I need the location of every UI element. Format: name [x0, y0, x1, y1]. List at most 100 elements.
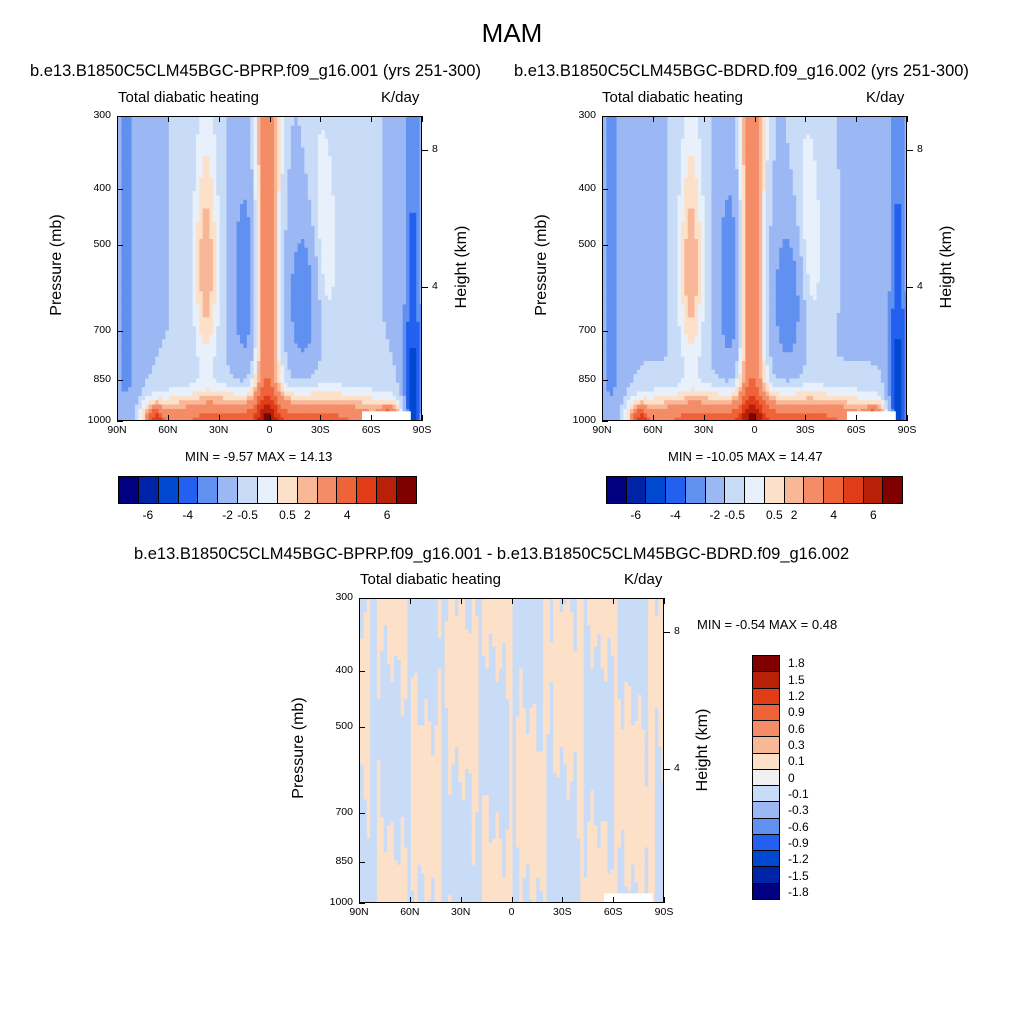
contour-cell	[209, 282, 214, 288]
contour-cell	[358, 130, 363, 136]
contour-cell	[324, 304, 329, 310]
contour-cell	[250, 347, 255, 353]
contour-cell	[131, 260, 136, 266]
contour-cell	[243, 125, 248, 131]
contour-cell	[294, 343, 299, 349]
contour-cell	[145, 260, 150, 266]
contour-cell	[358, 138, 363, 144]
contour-cell	[131, 243, 136, 249]
contour-cell	[412, 138, 417, 144]
contour-cell	[280, 304, 285, 310]
contour-cell	[124, 330, 129, 336]
contour-cell	[368, 169, 373, 175]
contour-cell	[165, 265, 170, 271]
contour-cell	[192, 156, 197, 162]
contour-cell	[365, 321, 370, 327]
contour-cell	[168, 265, 173, 271]
contour-cell	[151, 252, 156, 258]
contour-cell	[124, 212, 129, 218]
contour-cell	[395, 256, 400, 262]
contour-cell	[395, 173, 400, 179]
contour-cell	[189, 334, 194, 340]
contour-cell	[368, 295, 373, 301]
contour-cell	[162, 247, 167, 253]
contour-cell	[334, 221, 339, 227]
contour-cell	[243, 352, 248, 358]
contour-cell	[304, 273, 309, 279]
contour-cell	[399, 234, 404, 240]
contour-cell	[270, 273, 275, 279]
contour-cell	[165, 195, 170, 201]
contour-cell	[273, 191, 278, 197]
contour-cell	[334, 265, 339, 271]
contour-cell	[148, 217, 153, 223]
contour-cell	[317, 178, 322, 183]
contour-cell	[175, 352, 180, 358]
contour-cell	[382, 117, 387, 122]
contour-cell	[209, 326, 214, 332]
contour-cell	[192, 191, 197, 197]
contour-cell	[409, 212, 414, 218]
contour-cell	[141, 160, 146, 166]
contour-cell	[311, 117, 316, 122]
contour-cell	[321, 347, 326, 353]
contour-cell	[297, 208, 302, 214]
contour-cell	[395, 273, 400, 279]
contour-cell	[406, 117, 411, 122]
contour-cell	[155, 247, 160, 253]
contour-cell	[365, 117, 370, 122]
contour-cell	[280, 313, 285, 319]
contour-cell	[182, 217, 187, 223]
contour-cell	[145, 182, 150, 188]
contour-cell	[409, 304, 414, 310]
contour-cell	[348, 199, 353, 205]
contour-cell	[372, 295, 377, 301]
contour-cell	[124, 252, 129, 258]
contour-cell	[324, 160, 329, 166]
contour-cell	[270, 182, 275, 188]
contour-cell	[195, 121, 200, 127]
contour-cell	[406, 300, 411, 305]
contour-cell	[294, 334, 299, 340]
contour-cell	[118, 334, 122, 340]
contour-cell	[175, 243, 180, 249]
contour-cell	[182, 260, 187, 266]
contour-cell	[338, 300, 343, 305]
contour-cell	[378, 308, 383, 314]
contour-cell	[382, 225, 387, 231]
contour-cell	[399, 247, 404, 253]
contour-cell	[341, 143, 346, 149]
contour-cell	[195, 117, 200, 122]
contour-cell	[419, 164, 421, 170]
contour-cell	[334, 252, 339, 258]
contour-cell	[280, 143, 285, 149]
contour-cell	[246, 334, 251, 340]
contour-cell	[317, 300, 322, 305]
contour-cell	[345, 178, 350, 183]
contour-cell	[395, 186, 400, 192]
contour-cell	[267, 326, 272, 332]
contour-cell	[290, 221, 295, 227]
contour-cell	[389, 234, 394, 240]
contour-cell	[151, 125, 156, 131]
contour-cell	[155, 282, 160, 288]
contour-cell	[206, 300, 211, 305]
contour-cell	[212, 317, 217, 323]
contour-cell	[416, 169, 421, 175]
contour-cell	[304, 208, 309, 214]
contour-cell	[172, 265, 177, 271]
contour-cell	[297, 343, 302, 349]
contour-cell	[372, 330, 377, 336]
contour-cell	[141, 278, 146, 284]
contour-cell	[314, 256, 319, 262]
contour-cell	[172, 164, 177, 170]
contour-cell	[141, 313, 146, 319]
contour-cell	[175, 252, 180, 258]
contour-cell	[256, 160, 261, 166]
contour-cell	[385, 182, 390, 188]
contour-cell	[280, 204, 285, 210]
contour-cell	[328, 134, 333, 140]
contour-cell	[301, 308, 305, 314]
contour-cell	[182, 313, 187, 319]
contour-cell	[141, 134, 146, 140]
